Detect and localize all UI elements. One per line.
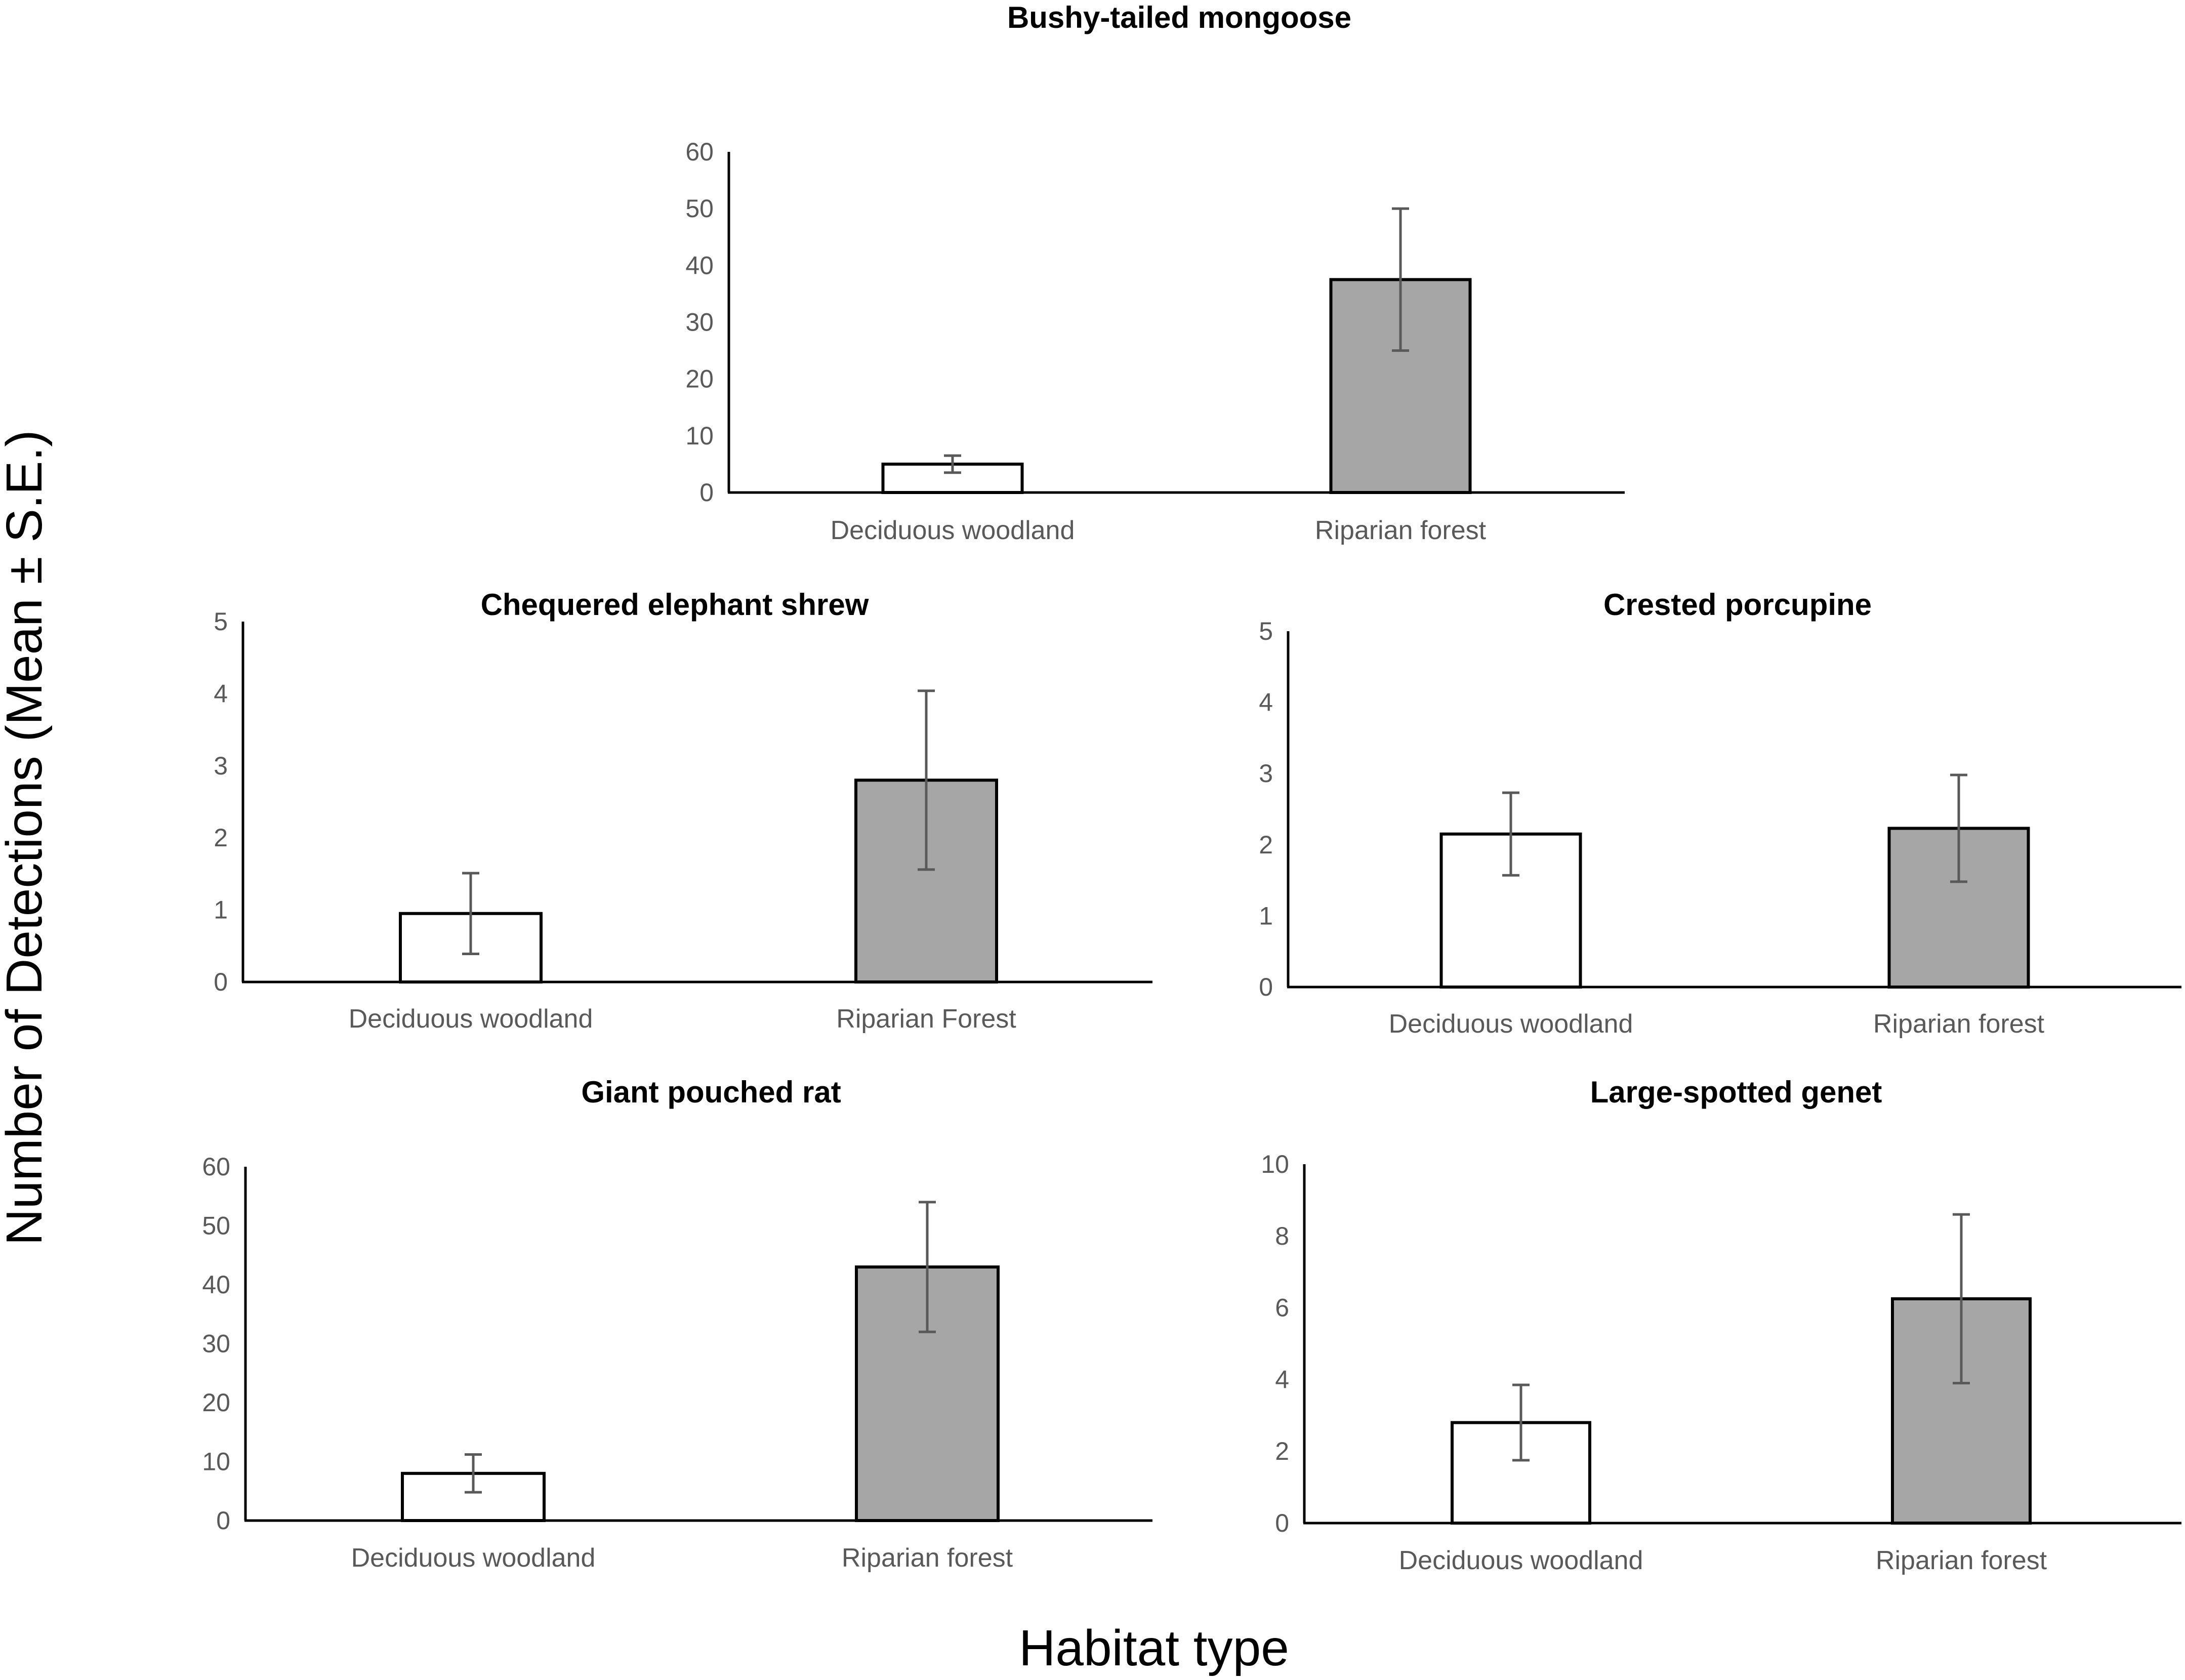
- y-tick-label: 2: [214, 824, 228, 852]
- error-bar: [918, 689, 935, 871]
- y-tick-label: 30: [202, 1330, 230, 1358]
- y-tick-label: 50: [685, 194, 714, 223]
- y-tick-label: 0: [216, 1506, 230, 1535]
- category-label: Riparian Forest: [836, 1004, 1016, 1034]
- category-label: Riparian forest: [1876, 1546, 2047, 1575]
- chart-title: Crested porcupine: [1603, 588, 1872, 622]
- category-label: Deciduous woodland: [831, 516, 1075, 545]
- y-axis-label: Number of Detections (Mean ± S.E.): [0, 430, 53, 1245]
- bar-riparian: [1329, 278, 1472, 494]
- y-tick-label: 2: [1275, 1437, 1289, 1465]
- error-bar: [919, 1201, 936, 1333]
- y-tick-label: 0: [1275, 1509, 1289, 1537]
- error-bar: [1512, 1383, 1530, 1462]
- chart-panel: Chequered elephant shrew 0 1 2 3 4 5 Deciduous …: [214, 588, 1152, 1034]
- y-tick-label: 3: [1259, 759, 1273, 788]
- chart-panel: Giant pouched rat 0 10 20 30 40 50 60 Deciduous …: [202, 1075, 1152, 1573]
- y-tick-label: 1: [1259, 902, 1273, 930]
- y-tick-label: 40: [685, 251, 714, 279]
- y-tick-label: 4: [1275, 1365, 1289, 1394]
- y-tick-label: 4: [1259, 688, 1273, 717]
- y-tick-label: 8: [1275, 1222, 1289, 1250]
- chart-title: Giant pouched rat: [581, 1075, 841, 1109]
- y-tick-label: 60: [202, 1153, 230, 1181]
- y-tick-label: 5: [214, 607, 228, 636]
- y-tick-label: 0: [214, 968, 228, 996]
- chart-panels: Bushy-tailed mongoose0102030405060Decidu…: [202, 1, 2181, 1575]
- y-tick-label: 3: [214, 752, 228, 780]
- chart-title: Bushy-tailed mongoose: [1007, 1, 1351, 34]
- y-tick-label: 40: [202, 1271, 230, 1299]
- y-tick-label: 2: [1259, 831, 1273, 859]
- category-label: Deciduous woodland: [351, 1543, 596, 1573]
- chart-panel: Bushy-tailed mongoose 0 10 20 30 40 50 60 Decidu…: [685, 1, 1625, 545]
- chart-title: Chequered elephant shrew: [481, 588, 869, 622]
- y-tick-label: 4: [214, 679, 228, 708]
- y-tick-label: 6: [1275, 1294, 1289, 1322]
- chart-title: Large-spotted genet: [1590, 1075, 1882, 1109]
- error-bar: [465, 1453, 482, 1494]
- error-bar: [1953, 1213, 1970, 1384]
- y-tick-label: 60: [685, 138, 714, 166]
- y-tick-label: 10: [202, 1448, 230, 1476]
- error-bar: [1950, 773, 1967, 883]
- category-label: Deciduous woodland: [349, 1004, 593, 1034]
- error-bar: [462, 872, 479, 955]
- y-tick-label: 20: [685, 365, 714, 393]
- x-axis-label: Habitat type: [1019, 1620, 1289, 1676]
- category-label: Riparian forest: [842, 1543, 1013, 1573]
- error-bar: [944, 454, 961, 474]
- category-label: Riparian forest: [1873, 1009, 2045, 1039]
- category-label: Riparian forest: [1315, 516, 1487, 545]
- category-label: Deciduous woodland: [1389, 1009, 1633, 1039]
- y-tick-label: 10: [685, 422, 714, 450]
- y-tick-label: 5: [1259, 617, 1273, 645]
- y-tick-label: 50: [202, 1212, 230, 1240]
- error-bar: [1502, 791, 1519, 877]
- y-tick-label: 20: [202, 1388, 230, 1417]
- y-tick-label: 1: [214, 896, 228, 924]
- y-tick-label: 10: [1261, 1150, 1289, 1178]
- category-label: Deciduous woodland: [1399, 1546, 1643, 1575]
- error-bar: [1392, 207, 1409, 352]
- chart-panel: Large-spotted genet 0 2 4 6 8 10 Deciduous wood…: [1261, 1075, 2181, 1575]
- bar-deciduous: [401, 1471, 546, 1523]
- y-tick-label: 0: [699, 478, 714, 507]
- chart-panel: Crested porcupine 0 1 2 3 4 5 Deciduous woodlan…: [1259, 588, 2181, 1039]
- y-tick-label: 30: [685, 308, 714, 337]
- y-tick-label: 0: [1259, 973, 1273, 1001]
